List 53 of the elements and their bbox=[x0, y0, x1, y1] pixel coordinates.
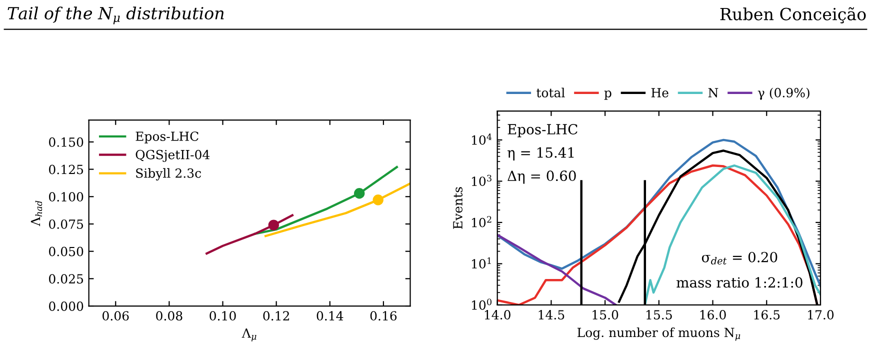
y-tick-label: 0.050 bbox=[49, 246, 84, 256]
x-tick-label: 0.12 bbox=[263, 311, 290, 321]
legend-label: Sibyll 2.3c bbox=[136, 168, 201, 180]
y-tick-label: 0.025 bbox=[49, 274, 84, 284]
y-axis-title: Events bbox=[453, 187, 462, 229]
y-tick-label: 0.075 bbox=[49, 219, 84, 229]
y-tick-label: 10$^{2}$ bbox=[472, 216, 492, 228]
point bbox=[372, 194, 384, 206]
y-tick-label: 10$^{1}$ bbox=[472, 257, 491, 269]
x-axis-title: Λ$_{μ}$ bbox=[242, 328, 256, 342]
y-tick-label: 0.150 bbox=[49, 137, 84, 147]
line-series bbox=[254, 166, 398, 235]
legend-label: QGSjetII-04 bbox=[136, 150, 210, 162]
x-tick-label: 0.14 bbox=[316, 311, 344, 321]
y-tick-label: 10$^{0}$ bbox=[472, 298, 492, 310]
legend-label: He bbox=[651, 88, 668, 98]
point bbox=[354, 188, 365, 199]
legend-label: Epos-LHC bbox=[136, 132, 198, 144]
annotation: Δη = 0.60 bbox=[508, 170, 576, 184]
y-tick-label: 0.000 bbox=[49, 301, 84, 311]
annotation: η = 15.41 bbox=[508, 147, 574, 160]
x-tick-label: 17.0 bbox=[808, 310, 834, 320]
annotation: mass ratio 1:2:1:0 bbox=[676, 277, 802, 288]
y-tick-label: 10$^{4}$ bbox=[472, 134, 492, 145]
x-tick-label: 15.5 bbox=[646, 310, 672, 320]
legend-label: γ (0.9%) bbox=[758, 88, 810, 100]
x-tick-label: 0.10 bbox=[210, 311, 236, 321]
x-tick-label: 14.0 bbox=[484, 310, 510, 320]
x-tick-label: 16.0 bbox=[700, 310, 726, 320]
line-series bbox=[497, 138, 820, 288]
legend-label: N bbox=[708, 88, 718, 98]
x-axis-title: Log. number of muons N$_{μ}$ bbox=[577, 327, 740, 341]
text: Ruben Conceição bbox=[720, 7, 866, 24]
annotation: Epos-LHC bbox=[508, 124, 578, 138]
line-series bbox=[497, 234, 617, 305]
x-tick-label: 0.08 bbox=[156, 311, 182, 321]
y-tick-label: 0.125 bbox=[49, 164, 84, 174]
x-tick-label: 16.5 bbox=[754, 310, 780, 320]
line-series bbox=[644, 164, 820, 305]
legend-label: total bbox=[536, 88, 565, 98]
x-tick-label: 0.16 bbox=[370, 311, 397, 321]
x-tick-label: 14.5 bbox=[538, 310, 564, 320]
line-series bbox=[264, 182, 410, 238]
text: Tail of the N$_{μ}$ distribution bbox=[8, 6, 224, 24]
y-tick-label: 0.100 bbox=[49, 192, 84, 202]
y-tick-label: 10$^{3}$ bbox=[472, 174, 492, 186]
legend-label: p bbox=[604, 90, 612, 100]
y-axis-title: Λ$_{had}$ bbox=[30, 200, 42, 226]
x-tick-label: 15.0 bbox=[592, 310, 618, 320]
annotation: σ$_{det}$ = 0.20 bbox=[702, 252, 778, 264]
line-series bbox=[206, 214, 294, 255]
point bbox=[268, 220, 279, 230]
x-tick-label: 0.06 bbox=[102, 311, 129, 321]
